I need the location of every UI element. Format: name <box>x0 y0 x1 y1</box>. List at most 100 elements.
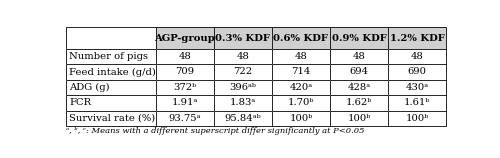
Bar <box>330 49 388 64</box>
Text: 1.91ᵃ: 1.91ᵃ <box>172 98 198 107</box>
Bar <box>66 64 156 80</box>
Bar <box>214 27 272 49</box>
Bar <box>156 95 214 111</box>
Bar <box>330 27 388 49</box>
Text: 93.75ᵃ: 93.75ᵃ <box>168 114 201 123</box>
Bar <box>330 64 388 80</box>
Bar <box>330 64 388 80</box>
Bar <box>66 111 156 126</box>
Bar <box>156 27 214 49</box>
Text: 100ᵇ: 100ᵇ <box>406 114 428 123</box>
Bar <box>156 111 214 126</box>
Text: 48: 48 <box>178 52 191 61</box>
Bar <box>272 111 330 126</box>
Bar <box>330 49 388 64</box>
Bar <box>156 27 214 49</box>
Bar <box>214 27 272 49</box>
Text: 430ᵃ: 430ᵃ <box>406 83 428 92</box>
Text: 100ᵇ: 100ᵇ <box>348 114 370 123</box>
Bar <box>214 111 272 126</box>
Bar <box>272 64 330 80</box>
Text: Number of pigs: Number of pigs <box>70 52 148 61</box>
Text: 709: 709 <box>175 67 194 76</box>
Bar <box>66 49 156 64</box>
Text: 0.6% KDF: 0.6% KDF <box>274 34 328 43</box>
Text: 1.70ᵇ: 1.70ᵇ <box>288 98 314 107</box>
Bar <box>66 80 156 95</box>
Bar <box>156 80 214 95</box>
Bar <box>156 64 214 80</box>
Bar <box>66 111 156 126</box>
Bar <box>214 95 272 111</box>
Bar <box>330 95 388 111</box>
Text: 48: 48 <box>410 52 424 61</box>
Text: Survival rate (%): Survival rate (%) <box>70 114 156 123</box>
Bar <box>388 64 446 80</box>
Bar <box>388 49 446 64</box>
Text: AGP-group: AGP-group <box>154 34 215 43</box>
Bar <box>66 27 156 49</box>
Text: 100ᵇ: 100ᵇ <box>289 114 312 123</box>
Bar <box>272 64 330 80</box>
Bar <box>156 49 214 64</box>
Bar <box>388 27 446 49</box>
Bar <box>272 95 330 111</box>
Text: 396ᵃᵇ: 396ᵃᵇ <box>230 83 256 92</box>
Text: 0.9% KDF: 0.9% KDF <box>332 34 386 43</box>
Bar <box>214 64 272 80</box>
Bar <box>272 80 330 95</box>
Bar <box>66 80 156 95</box>
Text: 1.61ᵇ: 1.61ᵇ <box>404 98 430 107</box>
Text: 690: 690 <box>408 67 426 76</box>
Bar <box>330 111 388 126</box>
Bar <box>214 95 272 111</box>
Text: 428ᵃ: 428ᵃ <box>348 83 370 92</box>
Bar <box>330 80 388 95</box>
Bar <box>156 111 214 126</box>
Bar <box>388 111 446 126</box>
Text: 0.3% KDF: 0.3% KDF <box>216 34 270 43</box>
Text: FCR: FCR <box>70 98 92 107</box>
Text: 714: 714 <box>291 67 310 76</box>
Bar <box>272 95 330 111</box>
Text: 420ᵃ: 420ᵃ <box>290 83 312 92</box>
Bar <box>272 111 330 126</box>
Text: ADG (g): ADG (g) <box>70 83 110 92</box>
Text: Feed intake (g/d): Feed intake (g/d) <box>70 67 156 76</box>
Bar <box>388 49 446 64</box>
Bar <box>156 80 214 95</box>
Text: 1.83ᵃ: 1.83ᵃ <box>230 98 256 107</box>
Bar <box>214 80 272 95</box>
Text: 1.2% KDF: 1.2% KDF <box>390 34 444 43</box>
Bar <box>214 49 272 64</box>
Bar <box>388 95 446 111</box>
Bar <box>330 80 388 95</box>
Bar <box>272 27 330 49</box>
Text: 1.62ᵇ: 1.62ᵇ <box>346 98 372 107</box>
Text: ᵃ, ᵇ, ᶜ: Means with a different superscript differ significantly at P<0.05: ᵃ, ᵇ, ᶜ: Means with a different superscr… <box>66 127 365 135</box>
Bar <box>388 64 446 80</box>
Bar <box>330 111 388 126</box>
Bar <box>66 95 156 111</box>
Bar <box>66 49 156 64</box>
Text: 48: 48 <box>294 52 308 61</box>
Text: 48: 48 <box>236 52 249 61</box>
Bar <box>214 80 272 95</box>
Bar <box>156 64 214 80</box>
Bar <box>388 111 446 126</box>
Bar <box>156 49 214 64</box>
Bar <box>214 64 272 80</box>
Text: 48: 48 <box>352 52 366 61</box>
Bar <box>66 95 156 111</box>
Text: 722: 722 <box>233 67 252 76</box>
Bar <box>388 27 446 49</box>
Bar <box>388 80 446 95</box>
Bar <box>388 95 446 111</box>
Bar <box>272 49 330 64</box>
Bar <box>214 111 272 126</box>
Bar <box>66 64 156 80</box>
Bar <box>272 80 330 95</box>
Bar <box>388 80 446 95</box>
Bar <box>330 27 388 49</box>
Bar <box>330 95 388 111</box>
